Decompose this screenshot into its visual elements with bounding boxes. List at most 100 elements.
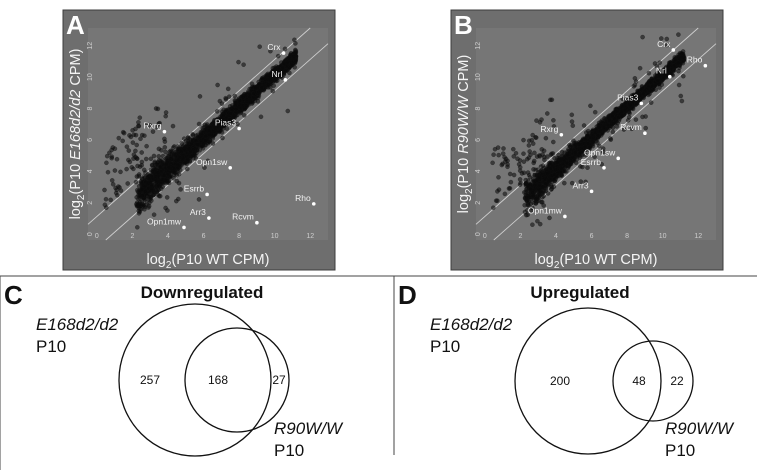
gene-point (126, 157, 131, 163)
gene-point (159, 147, 164, 153)
gene-point (494, 198, 500, 203)
gene-point (134, 224, 140, 230)
gene-point (144, 143, 149, 149)
gene-point (490, 205, 496, 210)
gene-point (496, 174, 501, 180)
gene-marker-opn1sw (228, 165, 233, 170)
gene-point (200, 125, 206, 131)
gene-point (204, 122, 210, 127)
gene-point (270, 88, 276, 94)
gene-point (592, 109, 598, 115)
gene-point (588, 103, 593, 109)
gene-point (235, 121, 240, 127)
gene-point (259, 85, 265, 90)
gene-point (530, 132, 536, 138)
gene-point (562, 180, 567, 186)
gene-point (572, 141, 578, 147)
gene-point (126, 148, 132, 153)
gene-point (183, 138, 189, 143)
gene-point (569, 112, 575, 118)
gene-point (125, 181, 130, 186)
gene-point (142, 175, 148, 180)
gene-point (149, 187, 154, 192)
gene-point (142, 133, 147, 138)
gene-point (174, 165, 180, 171)
gene-point (197, 94, 203, 99)
gene-point (155, 106, 161, 112)
gene-point (148, 156, 154, 162)
gene-point (531, 160, 537, 166)
y-tick-label: 10 (87, 73, 94, 81)
gene-point (562, 168, 568, 174)
gene-point (153, 174, 159, 179)
gene-point (507, 171, 513, 177)
gene-point (541, 148, 547, 154)
gene-point (614, 124, 620, 129)
x-tick-label: 2 (130, 233, 134, 240)
gene-point (530, 222, 535, 227)
gene-point (496, 187, 502, 192)
gene-point (287, 70, 292, 76)
gene-point (142, 206, 147, 212)
gene-point (112, 168, 118, 173)
gene-point (502, 191, 508, 197)
gene-point (262, 76, 268, 82)
gene-point (244, 99, 250, 104)
gene-point (103, 196, 109, 202)
gene-point (124, 166, 129, 172)
gene-point (517, 158, 523, 163)
gene-point (265, 82, 271, 87)
gene-point (206, 127, 212, 133)
gene-point (206, 132, 212, 137)
gene-point (556, 155, 562, 161)
gene-point (247, 94, 253, 100)
gene-point (184, 166, 190, 172)
gene-point (148, 167, 154, 173)
gene-point (196, 121, 202, 127)
gene-point (138, 136, 143, 142)
gene-point (632, 82, 638, 88)
gene-point (550, 151, 556, 156)
gene-point (490, 160, 495, 166)
gene-point (180, 155, 186, 161)
gene-point (156, 187, 162, 193)
gene-point (202, 165, 207, 170)
y-tick-label: 2 (87, 201, 94, 205)
gene-point (178, 187, 183, 192)
gene-point (521, 151, 526, 156)
gene-point (142, 188, 148, 194)
gene-point (164, 195, 170, 200)
gene-point (112, 146, 118, 151)
gene-point (242, 106, 247, 112)
gene-point (500, 151, 506, 156)
gene-point (646, 70, 652, 76)
gene-point (288, 62, 294, 67)
panel-a-letter: A (66, 10, 85, 40)
gene-point (134, 195, 139, 200)
gene-point (291, 54, 297, 59)
gene-point (109, 178, 115, 183)
gene-point (252, 98, 258, 103)
gene-point (133, 148, 138, 154)
gene-point (124, 144, 130, 149)
gene-point (105, 169, 111, 175)
gene-point (173, 198, 179, 204)
gene-point (137, 209, 143, 215)
gene-point (139, 159, 145, 165)
y-tick-label: 0 (87, 232, 94, 236)
gene-point (146, 194, 152, 200)
gene-point (162, 144, 168, 150)
gene-point (225, 86, 231, 92)
gene-point (257, 44, 263, 50)
panel-a-scatter-points (87, 27, 329, 241)
gene-point (128, 134, 134, 140)
gene-point (542, 157, 547, 163)
gene-point (147, 179, 153, 185)
gene-point (228, 111, 234, 116)
gene-point (196, 197, 202, 202)
gene-label-rxrg: Rxrg (143, 121, 161, 131)
gene-point (137, 115, 143, 120)
gene-point (131, 156, 136, 161)
